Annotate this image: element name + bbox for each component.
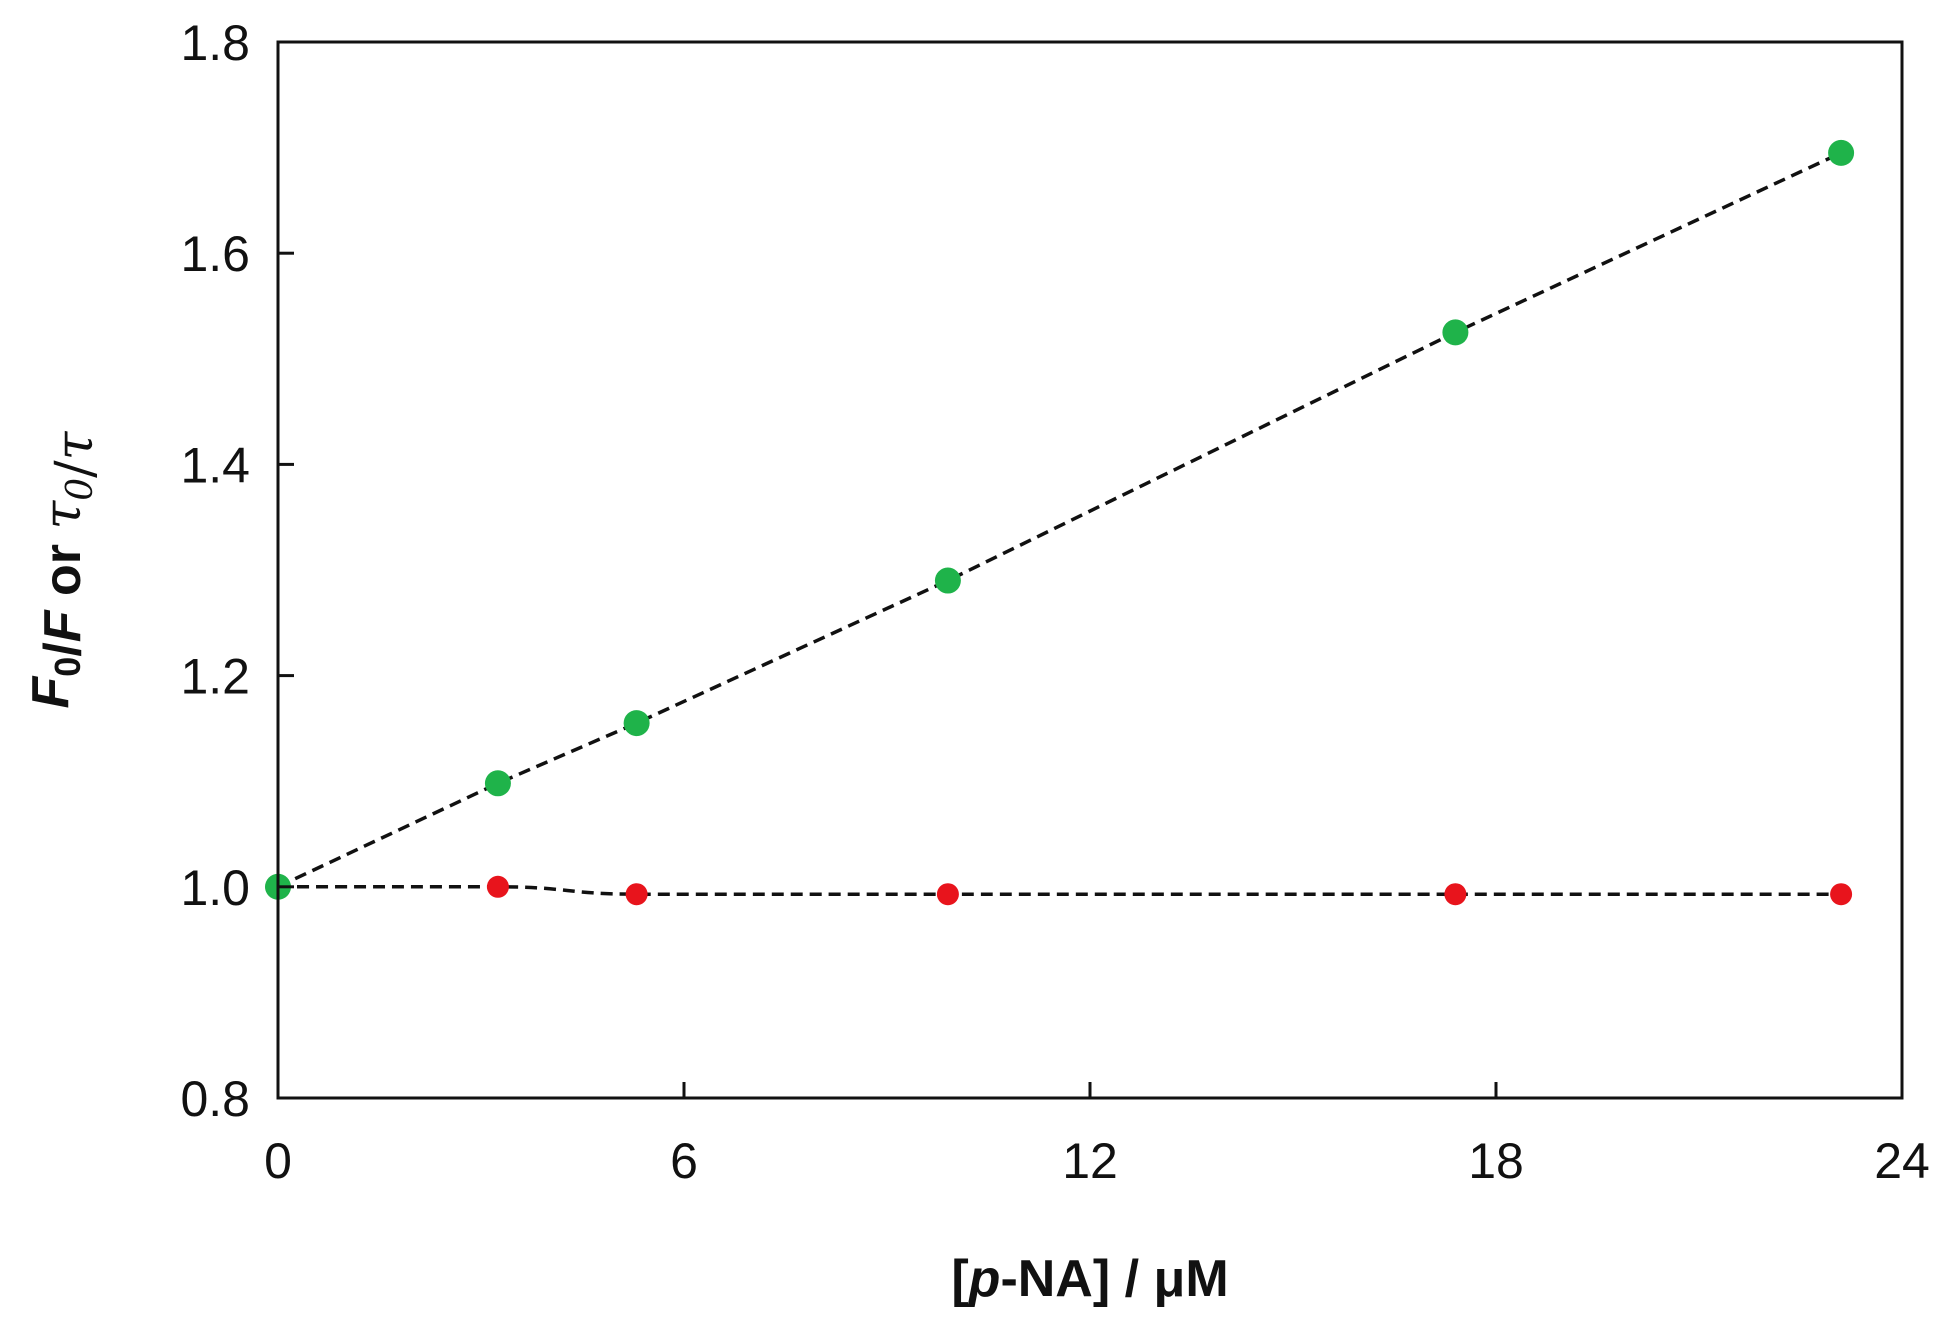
y-tick-label: 1.8 bbox=[180, 15, 250, 71]
series-1-point bbox=[934, 567, 961, 594]
y-tick-label: 1.0 bbox=[180, 860, 250, 916]
x-tick-label: 0 bbox=[264, 1133, 292, 1189]
series-1-point bbox=[1828, 139, 1855, 166]
x-tick-label: 12 bbox=[1062, 1133, 1118, 1189]
y-tick-label: 0.8 bbox=[180, 1071, 250, 1127]
series-0-point bbox=[486, 875, 509, 898]
series-1-point bbox=[484, 770, 511, 797]
tick-labels: 0 6 12 18 24 0.8 1.0 1.2 1.4 1.6 1.8 bbox=[180, 15, 1929, 1189]
x-tick-label: 18 bbox=[1468, 1133, 1524, 1189]
x-tick-label: 6 bbox=[670, 1133, 698, 1189]
series-1-line bbox=[277, 151, 1842, 889]
series-0-point bbox=[936, 883, 959, 906]
series-0-point bbox=[1830, 883, 1853, 906]
axis-ticks bbox=[276, 40, 1904, 1100]
series-0-line bbox=[277, 885, 1842, 896]
y-tick-label: 1.6 bbox=[180, 226, 250, 282]
data-points bbox=[265, 139, 1855, 906]
series-0-point bbox=[625, 883, 648, 906]
series-0-point bbox=[1444, 883, 1467, 906]
series-1-point bbox=[623, 710, 650, 737]
y-axis-title: F0/F or τ0/τ bbox=[22, 430, 105, 708]
y-tick-label: 1.2 bbox=[180, 649, 250, 705]
series-1-point bbox=[1442, 319, 1469, 346]
series-lines bbox=[277, 151, 1842, 896]
x-tick-label: 24 bbox=[1874, 1133, 1930, 1189]
plot-frame bbox=[276, 40, 1904, 1100]
y-tick-label: 1.4 bbox=[180, 437, 250, 493]
x-axis-title: [p-NA] / μM bbox=[951, 1250, 1228, 1308]
